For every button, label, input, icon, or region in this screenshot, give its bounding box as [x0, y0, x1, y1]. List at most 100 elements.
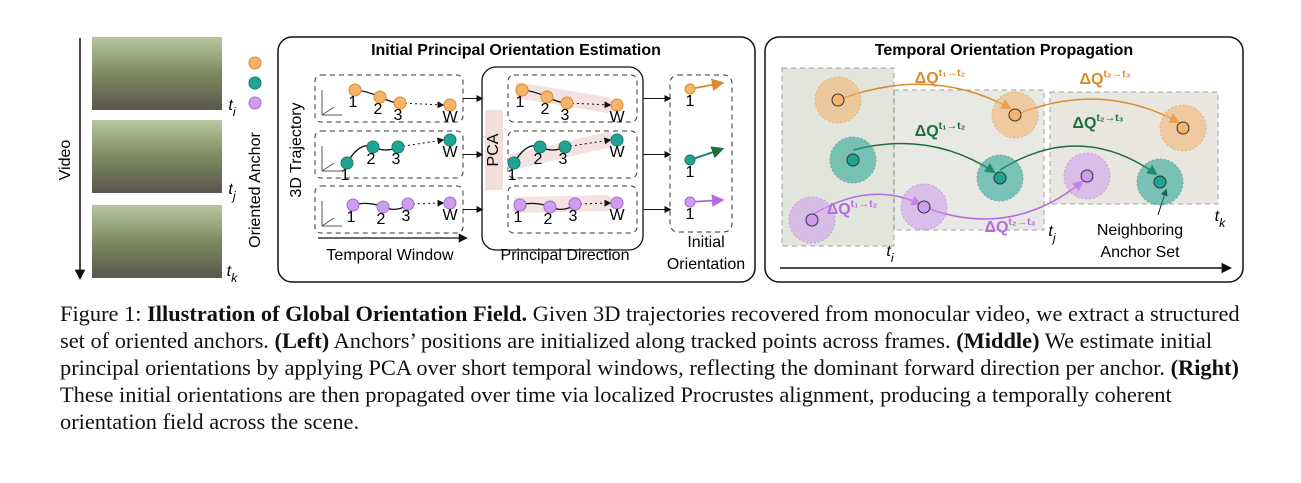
window-box	[507, 130, 638, 179]
pca-bg	[485, 110, 503, 190]
legend-dot	[248, 56, 262, 70]
anchor	[443, 133, 457, 147]
anchor	[560, 96, 574, 110]
video-frame	[92, 120, 222, 193]
anchor	[684, 154, 696, 166]
caption-text: Anchors’ positions are initialized along…	[329, 328, 957, 353]
column-label: Principal Direction	[501, 247, 630, 264]
delta-label: ΔQt₂→t₃	[984, 216, 1035, 236]
frame-label: tk	[227, 263, 238, 285]
right-panel	[764, 36, 1244, 283]
point-label: 2	[374, 101, 383, 118]
delta-label: ΔQt₁→t₂	[827, 198, 878, 218]
anchor	[513, 198, 527, 212]
anchor	[684, 83, 696, 95]
caption-text: Given 3D trajectories recovered from mon…	[60, 301, 1240, 353]
column-label: Temporal Window	[326, 247, 454, 264]
point-label: 3	[561, 107, 570, 124]
caption-bold: (Middle)	[956, 328, 1040, 353]
annotation: Anchor Set	[1100, 244, 1180, 261]
point-label: 1	[514, 209, 523, 226]
caption-text: We estimate initial principal orientatio…	[60, 328, 1213, 380]
point-label: 3	[559, 151, 568, 168]
frame-label-sub: j	[231, 189, 237, 203]
frame-label-base: t	[227, 263, 232, 280]
delta-label-sup: t₂→t₃	[1096, 112, 1123, 124]
trajectory-dots	[566, 101, 612, 109]
delta-label-sup: t₁→t₂	[939, 120, 966, 132]
delta-label: ΔQt₁→t₂	[915, 120, 966, 140]
panel-title: Initial Principal Orientation Estimation	[371, 42, 661, 59]
time-label-sub: j	[1051, 231, 1057, 245]
point-label: 2	[367, 151, 376, 168]
point-label: 2	[544, 211, 553, 228]
anchor	[805, 213, 819, 227]
delta-label-sup: t₂→t₃	[1008, 216, 1035, 228]
point-label: W	[442, 207, 458, 224]
anchor	[443, 196, 457, 210]
trajectory-dots	[397, 137, 445, 148]
anchor	[831, 93, 845, 107]
delta-label: ΔQt₂→t₃	[1079, 68, 1130, 88]
video-frame	[92, 37, 222, 110]
time-label: tj	[1048, 223, 1056, 245]
annotation: Neighboring	[1097, 222, 1183, 239]
anchor	[348, 83, 362, 97]
frame-label: tj	[228, 181, 236, 203]
point-label: 1	[686, 206, 695, 223]
anchor	[1080, 169, 1094, 183]
point-label: 1	[508, 167, 517, 184]
anchor	[558, 140, 572, 154]
axes	[321, 90, 342, 116]
anchor	[846, 153, 860, 167]
axis-label: 3D Trajectory	[288, 102, 305, 197]
principal-band	[514, 195, 621, 213]
time-label-base: t	[886, 243, 891, 260]
anchor	[393, 96, 407, 110]
side-label: Video	[57, 140, 74, 181]
anchor	[443, 98, 457, 112]
caption: Figure 1: Illustration of Global Orienta…	[60, 300, 1245, 435]
anchor	[917, 200, 931, 214]
point-label: 1	[686, 164, 695, 181]
delta-label-base: ΔQ	[984, 219, 1008, 236]
window-box	[507, 74, 638, 123]
anchor	[610, 133, 624, 147]
point-label: W	[442, 109, 458, 126]
delta-label-base: ΔQ	[915, 123, 939, 140]
point-label: 2	[534, 151, 543, 168]
anchor	[391, 140, 405, 154]
axes	[321, 201, 342, 227]
anchor	[568, 197, 582, 211]
anchor	[1153, 175, 1167, 189]
time-label: ti	[886, 243, 894, 265]
delta-label-base: ΔQ	[1079, 71, 1103, 88]
anchor	[684, 196, 696, 208]
column-label: Orientation	[667, 256, 745, 273]
orientation-box	[669, 74, 733, 233]
video-frame	[92, 205, 222, 278]
prop-arrow	[999, 145, 1158, 176]
frame-label-base: t	[228, 181, 233, 198]
point-label: 3	[569, 208, 578, 225]
anchor	[376, 200, 390, 214]
anchor	[366, 140, 380, 154]
caption-text: These initial orientations are then prop…	[60, 382, 1172, 434]
point-label: 1	[349, 94, 358, 111]
anchor	[533, 140, 547, 154]
frame-label: ti	[228, 97, 236, 119]
panel-title: Temporal Orientation Propagation	[875, 42, 1133, 59]
point-label: 1	[341, 167, 350, 184]
middle-panel	[277, 36, 756, 283]
anchor	[610, 98, 624, 112]
time-label-sub: k	[1219, 216, 1226, 230]
delta-label: ΔQt₁→t₂	[915, 67, 966, 87]
anchor	[610, 196, 624, 210]
legend-dot	[248, 76, 262, 90]
anchor	[1008, 108, 1022, 122]
caption-text: Figure 1:	[60, 301, 148, 326]
anchor	[1176, 121, 1190, 135]
axes	[321, 146, 342, 172]
